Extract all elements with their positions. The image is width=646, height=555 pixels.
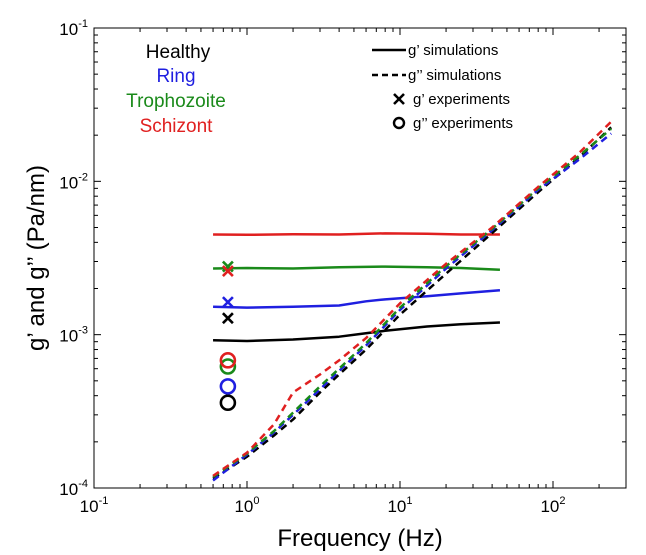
x-marker-stroke [221,260,234,273]
g-prime-exp-ring [221,296,234,309]
x-tick-label: 101 [387,495,412,516]
g-double-prime-exp-schizont [219,352,237,369]
tick-label-exponent: -1 [78,18,88,30]
plot-frame [93,27,627,489]
legend-style-entry: g’’ simulations [372,67,501,84]
y-axis-title: g’ and g’’ (Pa/nm) [23,165,50,351]
legend-style-entry: g’ experiments [393,91,510,108]
legend-style-entry: g’’ experiments [392,115,513,132]
x-tick-label: 100 [234,495,259,516]
tick-label-exponent: 0 [253,495,259,507]
y-tick-label: 10-2 [59,171,88,192]
x-marker-stroke [221,265,234,277]
x-marker-stroke [393,93,405,105]
g-prime-exp-trophozoite [221,260,234,273]
tick-label-exponent: -4 [78,478,88,490]
legend-condition-schizont: Schizont [140,116,214,137]
tick-label-exponent: -1 [99,495,109,507]
legend-condition-ring: Ring [156,66,195,87]
g-double-prime-exp-healthy [219,394,237,412]
g-double-prime-sim-schizont [212,120,613,477]
y-tick-label: 10-4 [59,478,88,499]
g-prime-exp-healthy [221,312,234,325]
x-tick-label: 102 [540,495,565,516]
x-marker-stroke [221,296,234,309]
legend: Healthy Ring Trophozoite Schizont g’ simulat… [126,42,513,137]
legend-condition-trophozoite: Trophozoite [126,91,226,112]
y-tick-label: 10-3 [59,325,88,346]
g-double-prime-sim-healthy [212,126,613,480]
g-double-prime-exp-ring [219,378,237,395]
y-tick-label: 10-1 [59,18,88,39]
legend-x-marker-swatch [393,93,405,105]
x-marker-stroke [221,312,234,325]
legend-style-label: g’’ experiments [413,115,513,132]
tick-label-exponent: -2 [78,171,88,183]
tick-label-base: 10 [59,327,78,346]
legend-circle-marker-swatch [392,116,406,130]
legend-style-entry: g’ simulations [372,42,498,59]
x-tick-label: 10-1 [80,495,109,516]
plot-area [212,120,613,482]
legend-style-label: g’ experiments [413,91,510,108]
tick-label-base: 10 [59,20,78,39]
tick-label-base: 10 [234,497,253,516]
tick-label-base: 10 [59,480,78,499]
legend-style-label: g’’ simulations [408,67,501,84]
legend-condition-healthy: Healthy [146,42,211,63]
legend-style-label: g’ simulations [408,42,498,59]
g-double-prime-exp-trophozoite [219,358,237,375]
g-prime-sim-ring [213,288,501,309]
tick-label-exponent: 2 [559,495,565,507]
g-prime-sim-schizont [213,232,500,237]
tick-label-exponent: -3 [78,325,88,337]
tick-label-base: 10 [80,497,99,516]
g-prime-exp-schizont [221,265,234,277]
x-axis-title: Frequency (Hz) [277,525,442,552]
tick-label-base: 10 [540,497,559,516]
tick-label-base: 10 [387,497,406,516]
tick-label-exponent: 1 [406,495,412,507]
g-prime-sim-trophozoite [213,265,500,272]
tick-label-base: 10 [59,173,78,192]
g-prime-sim-healthy [213,321,500,343]
